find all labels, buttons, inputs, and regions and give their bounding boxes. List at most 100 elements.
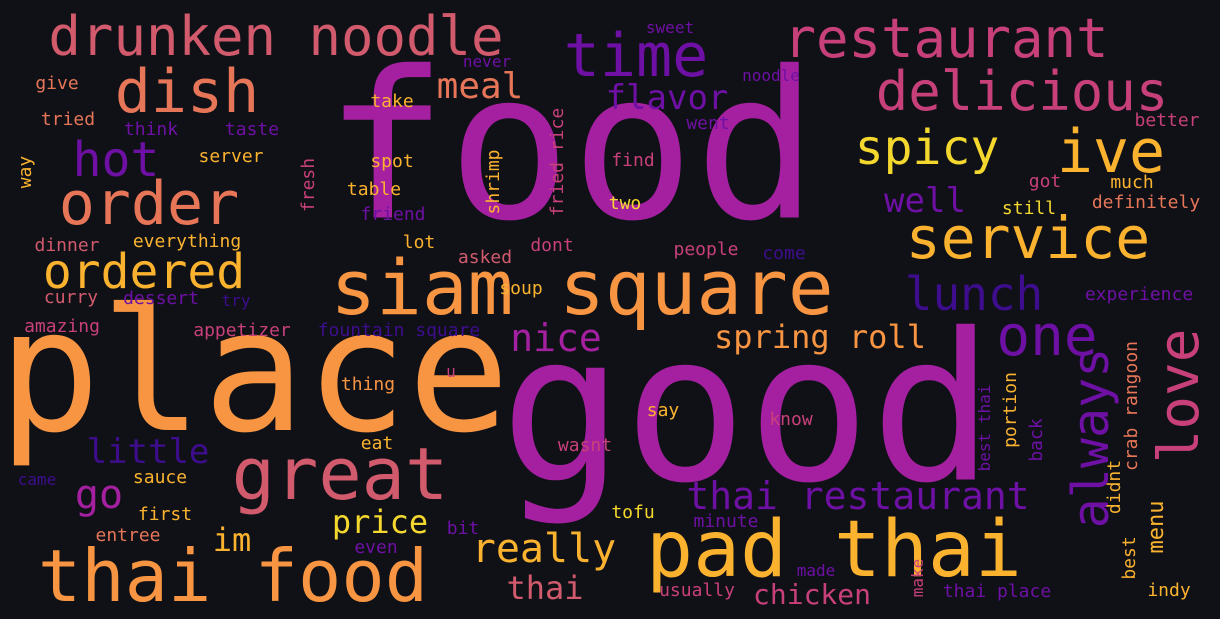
word-dont: dont xyxy=(530,235,574,256)
word-give: give xyxy=(35,73,79,94)
word-menu: menu xyxy=(1144,500,1169,554)
word-place: place xyxy=(0,273,510,471)
word-thai: thai xyxy=(506,569,584,607)
word-asked: asked xyxy=(457,247,513,268)
word-dessert: dessert xyxy=(123,288,199,309)
word-best-thai: best thai xyxy=(975,384,994,472)
word-hot: hot xyxy=(72,132,160,188)
word-order: order xyxy=(58,169,240,239)
word-wasnt: wasnt xyxy=(557,435,613,456)
word-back: back xyxy=(1026,418,1047,462)
word-sweet: sweet xyxy=(645,18,695,37)
word-fountain-square: fountain square xyxy=(317,320,481,341)
word-lot: lot xyxy=(402,232,436,253)
word-curry: curry xyxy=(43,287,99,308)
word-nice: nice xyxy=(510,316,602,360)
word-lunch: lunch xyxy=(904,267,1044,321)
word-server: server xyxy=(198,146,264,167)
word-find: find xyxy=(611,150,655,171)
word-food: food xyxy=(324,28,818,267)
word-best: best xyxy=(1119,536,1140,580)
word-noodle: noodle xyxy=(742,66,800,85)
word-went: went xyxy=(686,113,730,134)
word-eat: eat xyxy=(360,433,394,454)
word-soup: soup xyxy=(499,278,543,299)
word-well: well xyxy=(884,181,966,221)
word-time: time xyxy=(563,21,709,91)
word-came: came xyxy=(17,470,57,489)
word-fried-rice: fried rice xyxy=(547,107,568,217)
word-entree: entree xyxy=(95,525,161,546)
word-sauce: sauce xyxy=(132,467,188,488)
word-one: one xyxy=(996,304,1098,369)
word-taste: taste xyxy=(224,119,280,140)
word-still: still xyxy=(1001,198,1057,219)
word-usually: usually xyxy=(659,580,735,601)
word-portion: portion xyxy=(1000,372,1021,448)
word-appetizer: appetizer xyxy=(193,320,291,341)
word-definitely: definitely xyxy=(1091,192,1201,213)
word-friend: friend xyxy=(360,204,426,225)
word-tried: tried xyxy=(40,109,96,130)
word-indy: indy xyxy=(1147,580,1191,601)
word-service: service xyxy=(905,204,1151,272)
word-chicken: chicken xyxy=(752,578,872,611)
word-spicy: spicy xyxy=(854,120,1000,176)
word-two: two xyxy=(608,193,642,214)
word-crab-rangoon: crab rangoon xyxy=(1121,340,1142,472)
word-dinner: dinner xyxy=(34,235,100,256)
word-good: good xyxy=(500,290,994,529)
word-say: say xyxy=(646,400,680,421)
word-thai-place: thai place xyxy=(942,581,1052,602)
word-bit: bit xyxy=(446,518,480,539)
word-shrimp: shrimp xyxy=(483,149,504,215)
word-spot: spot xyxy=(370,151,414,172)
word-really: really xyxy=(471,526,617,572)
word-minute: minute xyxy=(693,511,759,532)
word-thai-restaurant: thai restaurant xyxy=(686,474,1030,518)
word-flavor: flavor xyxy=(605,78,729,118)
word-thing: thing xyxy=(340,374,396,395)
word-love: love xyxy=(1147,328,1212,464)
word-little: little xyxy=(86,432,210,472)
word-ordered: ordered xyxy=(42,244,246,300)
word-know: know xyxy=(769,409,813,430)
word-come: come xyxy=(762,243,806,264)
word-delicious: delicious xyxy=(875,60,1169,123)
word-pad-thai: pad thai xyxy=(646,505,1022,595)
word-even: even xyxy=(354,537,398,558)
word-experience: experience xyxy=(1084,284,1194,305)
word-take: take xyxy=(370,91,414,112)
word-ive: ive xyxy=(1056,117,1166,187)
word-thai-food: thai food xyxy=(37,534,429,618)
word-u: u xyxy=(446,362,456,381)
word-great: great xyxy=(231,432,449,516)
word-amazing: amazing xyxy=(24,316,100,337)
word-got: got xyxy=(1028,171,1062,192)
word-im: im xyxy=(212,521,252,559)
word-drunken-noodle: drunken noodle xyxy=(48,5,504,68)
word-fresh: fresh xyxy=(298,157,319,213)
word-price: price xyxy=(331,503,429,541)
word-people: people xyxy=(673,239,739,260)
word-everything: everything xyxy=(132,231,242,252)
word-better: better xyxy=(1134,110,1200,131)
word-siam-square: siam square xyxy=(330,243,834,332)
word-dish: dish xyxy=(114,57,260,127)
word-much: much xyxy=(1110,172,1154,193)
word-way: way xyxy=(15,155,36,189)
word-table: table xyxy=(346,179,402,200)
word-think: think xyxy=(123,119,179,140)
word-spring-roll: spring roll xyxy=(714,318,926,356)
word-tofu: tofu xyxy=(611,502,655,523)
word-made: made xyxy=(796,561,836,580)
word-didnt: didnt xyxy=(1104,459,1125,515)
word-first: first xyxy=(137,504,193,525)
word-go: go xyxy=(74,472,124,518)
word-meal: meal xyxy=(436,66,524,107)
word-try: try xyxy=(221,291,251,310)
word-restaurant: restaurant xyxy=(783,7,1109,70)
word-never: never xyxy=(462,52,512,71)
word-make: make xyxy=(908,558,927,598)
